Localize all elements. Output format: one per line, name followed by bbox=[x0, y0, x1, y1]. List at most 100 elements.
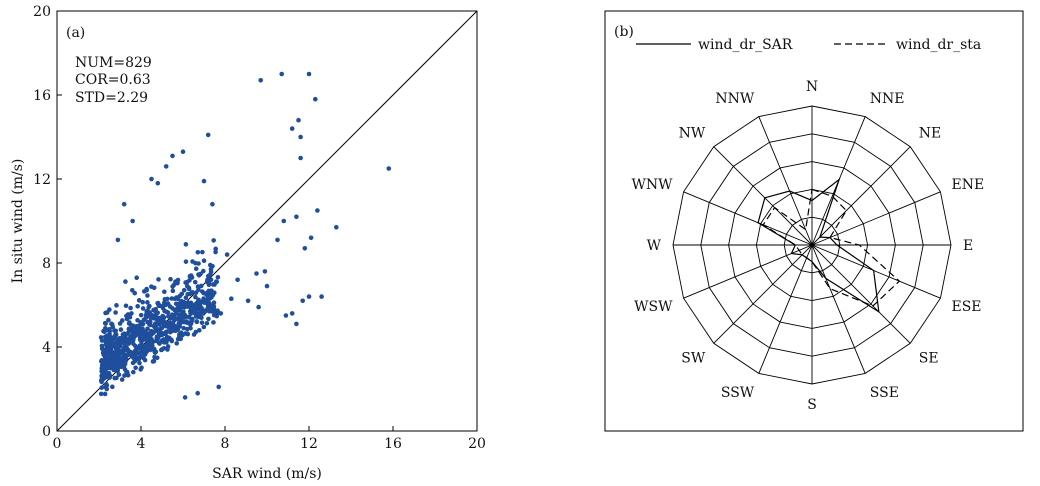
x-tick-label: 12 bbox=[300, 436, 318, 452]
direction-label-e: E bbox=[963, 238, 973, 254]
radar-spoke bbox=[683, 244, 813, 299]
scatter-point bbox=[162, 300, 167, 305]
scatter-point bbox=[193, 266, 199, 272]
scatter-x-ticks: 0 4 8 12 16 20 bbox=[53, 426, 486, 452]
scatter-point bbox=[122, 359, 128, 364]
scatter-panel-label: (a) bbox=[66, 25, 85, 41]
scatter-point bbox=[134, 275, 140, 281]
scatter-point bbox=[112, 335, 118, 341]
scatter-point bbox=[200, 249, 205, 255]
scatter-point bbox=[114, 342, 120, 347]
scatter-point bbox=[123, 279, 128, 284]
scatter-point bbox=[224, 252, 230, 257]
scatter-point bbox=[186, 285, 192, 291]
scatter-point bbox=[213, 249, 218, 255]
radar-spoke bbox=[713, 244, 813, 344]
scatter-point bbox=[151, 358, 157, 364]
radar-series bbox=[757, 177, 901, 314]
scatter-point bbox=[113, 360, 119, 366]
scatter-point bbox=[201, 296, 206, 301]
scatter-point bbox=[131, 341, 136, 347]
radar-series-wind-dr-SAR bbox=[757, 177, 880, 314]
x-tick-label: 0 bbox=[53, 436, 62, 452]
scatter-points bbox=[98, 71, 392, 400]
scatter-point bbox=[191, 304, 197, 309]
scatter-point bbox=[308, 235, 314, 241]
scatter-point bbox=[211, 300, 217, 305]
scatter-point bbox=[120, 318, 125, 323]
scatter-point bbox=[206, 316, 211, 322]
scatter-point bbox=[105, 337, 110, 343]
scatter-point bbox=[215, 275, 221, 280]
scatter-point bbox=[161, 340, 167, 345]
scatter-point bbox=[315, 208, 320, 213]
scatter-point bbox=[386, 166, 392, 171]
scatter-point bbox=[109, 321, 114, 327]
scatter-point bbox=[143, 312, 149, 318]
scatter-point bbox=[187, 278, 192, 283]
scatter-point bbox=[127, 320, 132, 325]
scatter-point bbox=[193, 260, 198, 266]
scatter-point bbox=[173, 309, 179, 314]
scatter-point bbox=[145, 293, 150, 298]
scatter-point bbox=[199, 320, 205, 325]
scatter-point bbox=[155, 301, 160, 306]
scatter-point bbox=[190, 290, 195, 295]
scatter-point bbox=[306, 71, 312, 77]
scatter-point bbox=[144, 287, 149, 293]
scatter-point bbox=[119, 348, 125, 353]
scatter-point bbox=[118, 343, 123, 349]
scatter-point bbox=[156, 277, 161, 282]
x-tick-label: 20 bbox=[468, 436, 486, 452]
scatter-point bbox=[127, 314, 133, 320]
scatter-point bbox=[119, 336, 125, 341]
scatter-point bbox=[296, 117, 301, 123]
scatter-point bbox=[165, 301, 171, 306]
scatter-point bbox=[210, 201, 215, 207]
scatter-point bbox=[206, 308, 212, 314]
scatter-point bbox=[210, 282, 216, 287]
scatter-point bbox=[102, 391, 108, 397]
scatter-point bbox=[144, 349, 150, 354]
scatter-point bbox=[283, 313, 289, 318]
scatter-point bbox=[235, 277, 240, 283]
x-axis-label: SAR wind (m/s) bbox=[212, 466, 322, 482]
scatter-point bbox=[108, 353, 114, 359]
scatter-point bbox=[208, 272, 213, 277]
scatter-point bbox=[138, 312, 144, 318]
scatter-point bbox=[99, 385, 105, 390]
scatter-point bbox=[170, 153, 175, 159]
radar-spoke bbox=[683, 191, 813, 246]
scatter-point bbox=[164, 309, 169, 315]
scatter-point bbox=[208, 303, 214, 309]
scatter-point bbox=[132, 358, 138, 364]
scatter-point bbox=[155, 335, 161, 341]
radar-panel-frame bbox=[604, 10, 1024, 432]
scatter-point bbox=[148, 345, 153, 350]
scatter-point bbox=[194, 319, 200, 325]
scatter-point bbox=[302, 246, 308, 251]
radar-series-wind-dr-sta bbox=[762, 188, 901, 307]
scatter-point bbox=[171, 282, 177, 288]
scatter-point bbox=[155, 180, 161, 186]
scatter-point bbox=[197, 302, 203, 308]
x-tick-label: 8 bbox=[221, 436, 230, 452]
scatter-point bbox=[201, 178, 207, 184]
scatter-point bbox=[172, 317, 177, 323]
scatter-point bbox=[134, 325, 139, 331]
scatter-point bbox=[254, 271, 259, 276]
scatter-point bbox=[102, 320, 108, 326]
scatter-point bbox=[118, 327, 124, 332]
scatter-point bbox=[175, 277, 181, 283]
scatter-point bbox=[294, 321, 299, 327]
direction-label-ene: ENE bbox=[952, 177, 985, 193]
scatter-point bbox=[98, 391, 104, 397]
scatter-point bbox=[113, 346, 119, 351]
scatter-point bbox=[180, 149, 186, 154]
direction-label-n: N bbox=[806, 79, 818, 95]
scatter-point bbox=[99, 346, 105, 351]
x-tick-label: 16 bbox=[384, 436, 402, 452]
scatter-point bbox=[141, 317, 147, 323]
scatter-point bbox=[298, 134, 303, 140]
